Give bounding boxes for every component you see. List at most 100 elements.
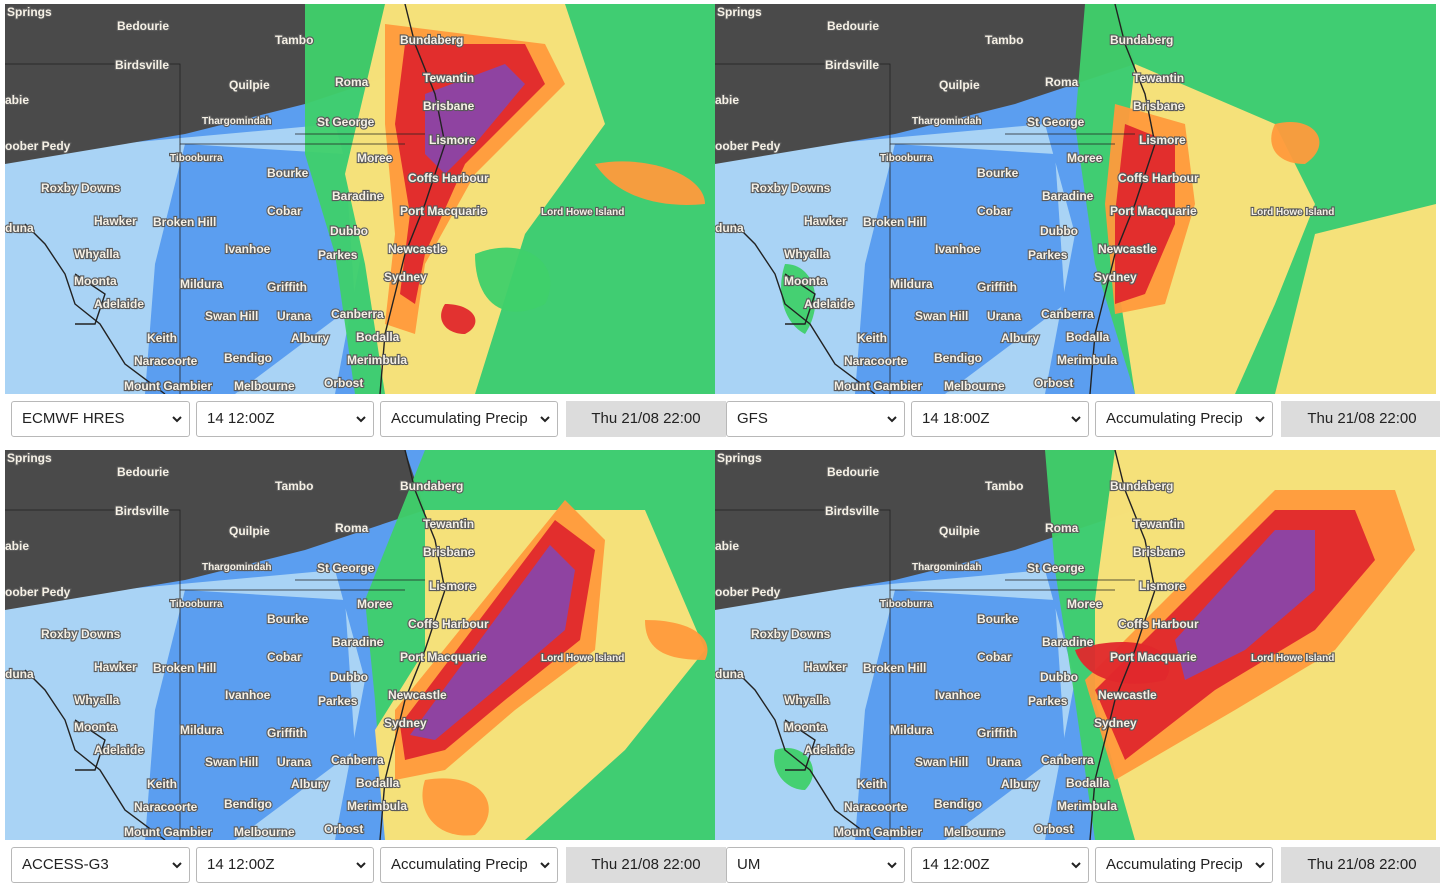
map-label: Broken Hill — [863, 215, 926, 229]
map-label: Melbourne — [944, 379, 1005, 393]
coastline — [734, 669, 876, 840]
map-label: Melbourne — [234, 825, 295, 839]
precipitation-map[interactable]: Springs Bedourie Tambo Bundaberg Birdsville Q… — [5, 450, 715, 840]
map-label: Tambo — [985, 33, 1023, 47]
precipitation-map[interactable]: Springs Bedourie Tambo Bundaberg Birdsville Q… — [5, 4, 715, 394]
map-label: Bedourie — [117, 19, 169, 33]
coastline — [379, 450, 446, 840]
map-label: St George — [317, 115, 375, 129]
model-select[interactable]: ACCESS-G3 — [11, 847, 190, 883]
map-label: Quilpie — [229, 78, 270, 92]
coastline — [24, 669, 166, 840]
layer-select-value: Accumulating Precip — [1106, 856, 1243, 873]
map-label: Tibooburra — [170, 153, 223, 164]
coastline — [74, 273, 106, 325]
precipitation-map[interactable]: Springs Bedourie Tambo Bundaberg Birdsville Q… — [715, 450, 1436, 840]
map-label: Brisbane — [1133, 99, 1185, 113]
map-label: Melbourne — [944, 825, 1005, 839]
map-label: Port Macquarie — [1110, 650, 1197, 664]
map-label: Bedourie — [117, 465, 169, 479]
precip-area-green — [475, 247, 551, 312]
chevron-down-icon — [540, 416, 550, 423]
layer-select[interactable]: Accumulating Precip — [1095, 847, 1273, 883]
map-label: Baradine — [332, 635, 384, 649]
model-select[interactable]: UM — [726, 847, 905, 883]
map-label: Orbost — [324, 822, 363, 836]
panel-controls: GFS 14 18:00Z Accumulating Precip Thu 21/08… — [726, 401, 1440, 437]
map-label: Roxby Downs — [751, 181, 831, 195]
map-label: Port Macquarie — [400, 204, 487, 218]
map-label: Bourke — [977, 612, 1019, 626]
run-time-select[interactable]: 14 12:00Z — [196, 847, 374, 883]
map-label: Thargomindah — [912, 116, 981, 127]
map-label: Broken Hill — [153, 661, 216, 675]
chevron-down-icon — [172, 862, 182, 869]
map-label: Bodalla — [356, 776, 400, 790]
map-shade-dark-land — [715, 450, 1135, 610]
map-label: Melbourne — [234, 379, 295, 393]
map-label: Swan Hill — [205, 755, 258, 769]
map-label: Bundaberg — [400, 479, 463, 493]
model-panel: Springs Bedourie Tambo Bundaberg Birdsville Q… — [710, 446, 1440, 888]
panel-controls: UM 14 12:00Z Accumulating Precip Thu 21/08 … — [726, 847, 1440, 883]
map-label: Cobar — [267, 204, 302, 218]
map-label: Parkes — [318, 694, 358, 708]
map-label: Mildura — [180, 277, 223, 291]
layer-select-value: Accumulating Precip — [391, 410, 528, 427]
map-label: Bedourie — [827, 465, 879, 479]
model-select[interactable]: GFS — [726, 401, 905, 437]
map-label: Birdsville — [825, 504, 879, 518]
map-label: oober Pedy — [5, 585, 71, 599]
map-label: Parkes — [1028, 694, 1068, 708]
map-label: Parkes — [318, 248, 358, 262]
map-label: Tambo — [275, 479, 313, 493]
map-label: Baradine — [1042, 635, 1094, 649]
map-canvas: Springs Bedourie Tambo Bundaberg Birdsville Q… — [715, 450, 1436, 840]
map-label: Newcastle — [388, 688, 447, 702]
map-label: Lismore — [1139, 579, 1186, 593]
map-label: Merimbula — [1057, 353, 1117, 367]
map-label: Swan Hill — [205, 309, 258, 323]
map-label: Roma — [1045, 521, 1079, 535]
map-shade-mid-blue — [145, 144, 355, 394]
map-label: Dubbo — [330, 670, 368, 684]
map-label: Newcastle — [1098, 242, 1157, 256]
map-label: Urana — [987, 309, 1021, 323]
map-label: abie — [5, 539, 29, 553]
map-label: Urana — [987, 755, 1021, 769]
map-label: Mount Gambier — [124, 825, 212, 839]
map-label: Griffith — [267, 726, 307, 740]
run-time-select[interactable]: 14 12:00Z — [911, 847, 1089, 883]
map-label: Brisbane — [1133, 545, 1185, 559]
chevron-down-icon — [1255, 416, 1265, 423]
layer-select[interactable]: Accumulating Precip — [1095, 401, 1273, 437]
model-select[interactable]: ECMWF HRES — [11, 401, 190, 437]
map-label: abie — [715, 539, 739, 553]
map-label: St George — [317, 561, 375, 575]
precipitation-map[interactable]: Springs Bedourie Tambo Bundaberg Birdsville Q… — [715, 4, 1436, 394]
map-label: Roxby Downs — [751, 627, 831, 641]
map-label: Urana — [277, 309, 311, 323]
map-label: Albury — [291, 331, 329, 345]
panel-controls: ECMWF HRES 14 12:00Z Accumulating Precip Th… — [11, 401, 726, 437]
coastline — [24, 223, 166, 394]
map-canvas: Springs Bedourie Tambo Bundaberg Birdsville Q… — [715, 4, 1436, 394]
map-label: Lismore — [429, 133, 476, 147]
map-label: duna — [5, 667, 34, 681]
map-label: Orbost — [324, 376, 363, 390]
map-label: Whyalla — [74, 247, 120, 261]
map-label: Orbost — [1034, 376, 1073, 390]
layer-select[interactable]: Accumulating Precip — [380, 401, 558, 437]
map-label: Moree — [1067, 151, 1103, 165]
run-time-select[interactable]: 14 18:00Z — [911, 401, 1089, 437]
run-time-select[interactable]: 14 12:00Z — [196, 401, 374, 437]
map-label: Adelaide — [804, 297, 854, 311]
map-label: Springs — [7, 5, 52, 19]
map-label: Springs — [717, 451, 762, 465]
map-label: Swan Hill — [915, 309, 968, 323]
map-label: Canberra — [1041, 307, 1094, 321]
map-label: Springs — [717, 5, 762, 19]
layer-select[interactable]: Accumulating Precip — [380, 847, 558, 883]
map-label: Tambo — [985, 479, 1023, 493]
precip-area-red — [1115, 124, 1175, 304]
